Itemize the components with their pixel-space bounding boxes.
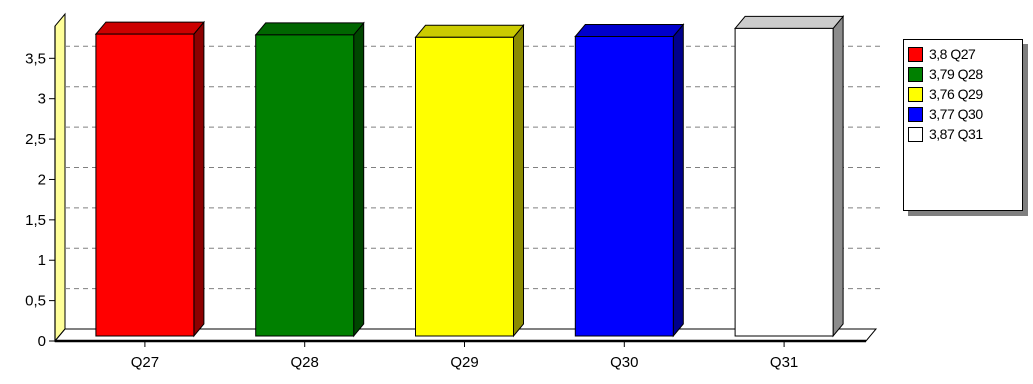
- legend-item: 3,76 Q29: [908, 84, 1018, 104]
- bar-q28: [254, 21, 365, 338]
- x-tick-label: Q27: [131, 354, 159, 371]
- y-tick-label: 0,5: [25, 293, 46, 310]
- bar-q27: [94, 20, 205, 338]
- x-tick-label: Q31: [770, 354, 798, 371]
- bar-q31: [734, 15, 845, 338]
- legend-box: 3,8 Q27 3,79 Q28 3,76 Q29 3,77 Q30 3,87 Q31: [903, 39, 1023, 211]
- x-tick-label: Q28: [291, 354, 319, 371]
- bar-front-face: [95, 33, 195, 337]
- y-tick-label: 2: [38, 171, 46, 188]
- chart-legend: 3,8 Q27 3,79 Q28 3,76 Q29 3,77 Q30 3,87 Q31: [903, 39, 1028, 216]
- y-axis: 0 0,5 1 1,5 2 2,5 3 3,5: [25, 50, 55, 350]
- legend-label: 3,79 Q28: [929, 66, 983, 82]
- bar-q30: [574, 23, 685, 338]
- bar-top-face: [254, 22, 365, 36]
- legend-item: 3,87 Q31: [908, 124, 1018, 144]
- bar-front-face: [415, 36, 514, 337]
- bar-q29: [414, 23, 525, 338]
- bar-top-face: [574, 24, 685, 37]
- y-tick-label: 3: [38, 91, 46, 108]
- legend-item: 3,77 Q30: [908, 104, 1018, 124]
- y-tick-label: 2,5: [25, 131, 46, 148]
- bar-top-face: [94, 21, 205, 35]
- bar-front-face: [734, 27, 834, 337]
- bar-top-face: [414, 24, 525, 38]
- y-tick-label: 3,5: [25, 50, 46, 67]
- x-tick-label: Q30: [610, 354, 638, 371]
- legend-label: 3,87 Q31: [929, 126, 983, 142]
- bar-top-face: [734, 15, 845, 29]
- bar-side-face: [193, 20, 205, 338]
- legend-item: 3,79 Q28: [908, 64, 1018, 84]
- chart-bars: [94, 15, 845, 338]
- legend-label: 3,8 Q27: [929, 46, 976, 62]
- bar-side-face: [353, 21, 365, 338]
- bar-side-face: [672, 23, 684, 338]
- legend-swatch: [908, 106, 923, 122]
- back-wall-face: [54, 12, 66, 343]
- legend-swatch: [908, 86, 923, 102]
- x-axis: Q27 Q28 Q29 Q30 Q31: [131, 341, 798, 371]
- bar-side-face: [513, 23, 524, 338]
- y-tick-label: 0: [38, 333, 46, 350]
- x-tick-label: Q29: [450, 354, 478, 371]
- legend-swatch: [908, 126, 923, 142]
- legend-label: 3,77 Q30: [929, 106, 983, 122]
- legend-item: 3,8 Q27: [908, 44, 1018, 64]
- legend-label: 3,76 Q29: [929, 86, 983, 102]
- legend-swatch: [908, 46, 923, 62]
- y-tick-label: 1: [38, 252, 46, 269]
- chart-back-wall: [54, 12, 66, 343]
- legend-swatch: [908, 66, 923, 82]
- bar-front-face: [574, 36, 674, 337]
- y-tick-label: 1,5: [25, 212, 46, 229]
- bar-front-face: [255, 34, 355, 337]
- bar-side-face: [832, 15, 844, 338]
